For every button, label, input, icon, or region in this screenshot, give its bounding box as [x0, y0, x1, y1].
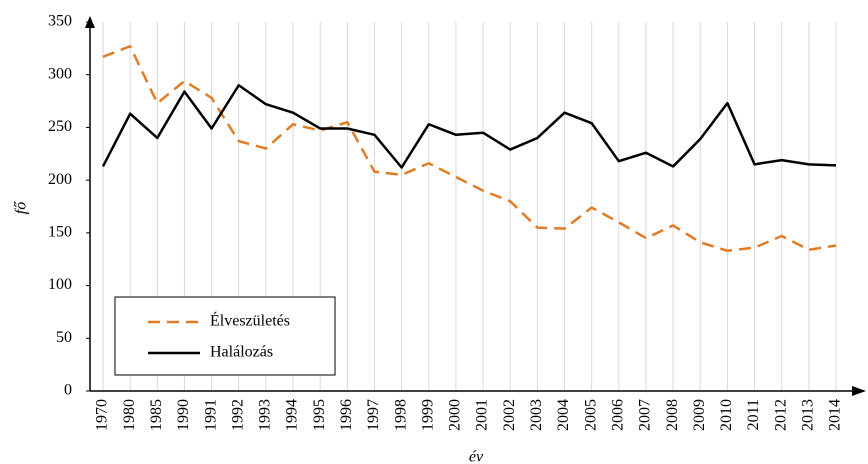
y-axis-arrow: [85, 16, 95, 28]
x-tick-label: 1985: [148, 399, 165, 431]
y-tick-label: 0: [64, 382, 72, 399]
series-line: [102, 44, 837, 253]
x-tick-label: 1970: [94, 399, 111, 431]
x-tick-label: 2010: [718, 399, 735, 431]
x-tick-label: 1994: [284, 399, 301, 431]
x-tick-label: 2006: [609, 399, 626, 431]
x-tick-label: 2002: [501, 399, 518, 431]
y-axis-label: fő: [13, 201, 30, 214]
x-tick-label: 1993: [257, 399, 274, 431]
legend-label: Halálozás: [210, 344, 273, 361]
x-tick-label: 2000: [447, 399, 464, 431]
x-tick-label: 2012: [772, 399, 789, 431]
x-tick-label: 1991: [202, 399, 219, 431]
y-tick-label: 250: [48, 118, 72, 135]
x-tick-label: 1996: [338, 399, 355, 431]
x-tick-label: 2011: [745, 399, 762, 430]
x-tick-label: 2003: [528, 399, 545, 431]
x-tick-label: 2007: [637, 399, 654, 431]
series-line: [101, 84, 837, 169]
y-tick-label: 100: [48, 276, 72, 293]
x-tick-label: 1992: [229, 399, 246, 431]
x-tick-label: 2004: [555, 399, 572, 431]
x-tick-label: 2013: [800, 399, 817, 431]
x-tick-label: 1990: [175, 399, 192, 431]
x-tick-label: 1999: [419, 399, 436, 431]
x-tick-label: 2009: [691, 399, 708, 431]
legend-box: [114, 296, 336, 376]
x-tick-label: 1980: [121, 399, 138, 431]
x-tick-label: 1998: [392, 399, 409, 431]
y-tick-label: 300: [48, 65, 72, 82]
y-tick-label: 50: [56, 329, 72, 346]
x-tick-label: 2005: [582, 399, 599, 431]
x-axis-label: év: [469, 449, 484, 464]
x-tick-label: 2014: [827, 399, 844, 431]
y-tick-label: 150: [48, 224, 72, 241]
x-tick-label: 2008: [664, 399, 681, 431]
x-tick-label: 1997: [365, 399, 382, 431]
x-axis-arrow: [852, 386, 866, 396]
x-tick-label: 1995: [311, 399, 328, 431]
y-tick-label: 350: [48, 13, 72, 30]
x-tick-label: 2001: [474, 399, 491, 431]
y-tick-label: 200: [48, 171, 72, 188]
legend-label: Élveszületés: [210, 311, 290, 330]
